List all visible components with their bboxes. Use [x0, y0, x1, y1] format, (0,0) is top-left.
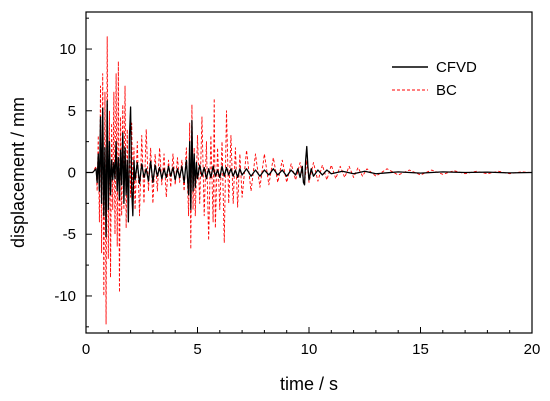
y-tick-label: 0	[68, 165, 76, 182]
y-tick-label: -10	[54, 288, 76, 305]
y-tick-label: 10	[59, 41, 76, 58]
x-tick-label: 0	[82, 341, 90, 358]
y-axis-title: displacement / mm	[8, 97, 28, 248]
series-line-bc	[86, 36, 532, 325]
y-tick-label: -5	[63, 226, 76, 243]
x-tick-label: 20	[524, 341, 541, 358]
x-tick-label: 10	[301, 341, 318, 358]
legend-label-cfvd: CFVD	[436, 59, 477, 76]
legend-label-bc: BC	[436, 82, 457, 99]
x-tick-label: 15	[412, 341, 429, 358]
series-line-cfvd	[86, 100, 532, 238]
plot-area	[86, 36, 532, 325]
x-tick-label: 5	[193, 341, 201, 358]
y-tick-label: 5	[68, 103, 76, 120]
legend: CFVD BC	[392, 59, 477, 99]
axes: 0 5 10 15 20 -10 -5 0 5 10	[54, 11, 541, 358]
x-axis-title: time / s	[280, 374, 338, 394]
